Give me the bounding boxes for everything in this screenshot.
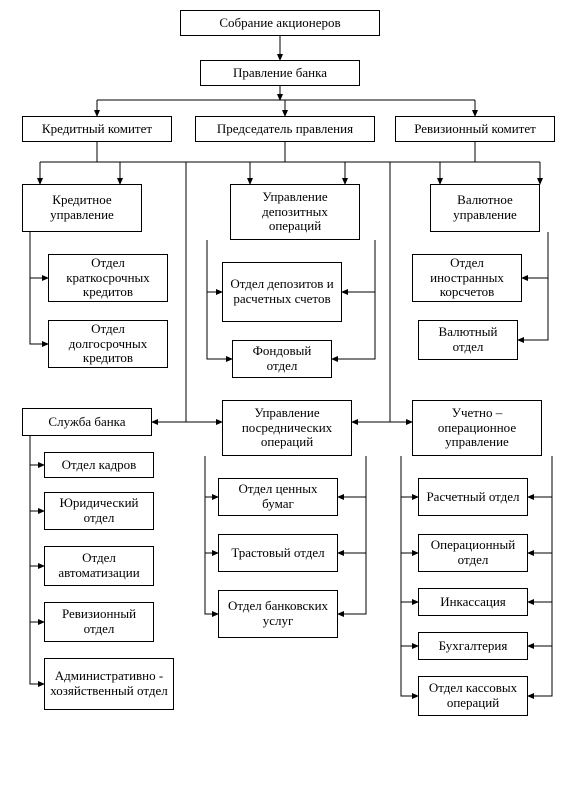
- node-label: Валютный отдел: [423, 325, 513, 355]
- node-label: Управление посреднических операций: [227, 406, 347, 451]
- org-chart: Собрание акционеров Правление банка Кредит…: [0, 0, 570, 800]
- node-n22: Административно - хозяйственный отдел: [44, 658, 174, 710]
- node-n7: Управление депозитных операций: [230, 184, 360, 240]
- node-label: Операционный отдел: [423, 538, 523, 568]
- node-n10: Отдел долгосрочных кредитов: [48, 320, 168, 368]
- node-label: Отдел кадров: [62, 458, 137, 473]
- node-label: Отдел долгосрочных кредитов: [53, 322, 163, 367]
- node-n15: Служба банка: [22, 408, 152, 436]
- node-n17: Учетно – операционное управление: [412, 400, 542, 456]
- node-label: Отдел ценных бумаг: [223, 482, 333, 512]
- node-n21: Ревизионный отдел: [44, 602, 154, 642]
- node-label: Отдел автоматизации: [49, 551, 149, 581]
- node-n4: Председатель правления: [195, 116, 375, 142]
- node-n27: Операционный отдел: [418, 534, 528, 572]
- node-n23: Отдел ценных бумаг: [218, 478, 338, 516]
- node-n5: Ревизионный комитет: [395, 116, 555, 142]
- node-n26: Расчетный отдел: [418, 478, 528, 516]
- node-n20: Отдел автоматизации: [44, 546, 154, 586]
- node-n24: Трастовый отдел: [218, 534, 338, 572]
- node-label: Собрание акционеров: [219, 16, 340, 31]
- node-n29: Бухгалтерия: [418, 632, 528, 660]
- node-label: Административно - хозяйственный отдел: [49, 669, 169, 699]
- node-label: Отдел депозитов и расчетных счетов: [227, 277, 337, 307]
- node-label: Отдел краткосрочных кредитов: [53, 256, 163, 301]
- node-n19: Юридический отдел: [44, 492, 154, 530]
- node-n14: Валютный отдел: [418, 320, 518, 360]
- node-label: Управление депозитных операций: [235, 190, 355, 235]
- node-label: Валютное управление: [435, 193, 535, 223]
- node-label: Кредитное управление: [27, 193, 137, 223]
- node-label: Ревизионный комитет: [414, 122, 536, 137]
- node-n9: Отдел краткосрочных кредитов: [48, 254, 168, 302]
- node-n28: Инкассация: [418, 588, 528, 616]
- node-n13: Отдел иностранных корсчетов: [412, 254, 522, 302]
- node-n16: Управление посреднических операций: [222, 400, 352, 456]
- node-label: Юридический отдел: [49, 496, 149, 526]
- node-n12: Фондовый отдел: [232, 340, 332, 378]
- node-label: Бухгалтерия: [439, 639, 508, 654]
- node-label: Отдел кассовых операций: [423, 681, 523, 711]
- node-label: Отдел банковских услуг: [223, 599, 333, 629]
- node-label: Правление банка: [233, 66, 327, 81]
- node-n11: Отдел депозитов и расчетных счетов: [222, 262, 342, 322]
- node-label: Учетно – операционное управление: [417, 406, 537, 451]
- node-label: Трастовый отдел: [231, 546, 324, 561]
- node-label: Ревизионный отдел: [49, 607, 149, 637]
- node-n3: Кредитный комитет: [22, 116, 172, 142]
- node-n1: Собрание акционеров: [180, 10, 380, 36]
- node-label: Отдел иностранных корсчетов: [417, 256, 517, 301]
- node-label: Расчетный отдел: [426, 490, 519, 505]
- node-label: Председатель правления: [217, 122, 353, 137]
- node-label: Фондовый отдел: [237, 344, 327, 374]
- node-n8: Валютное управление: [430, 184, 540, 232]
- node-n18: Отдел кадров: [44, 452, 154, 478]
- node-label: Служба банка: [48, 415, 125, 430]
- node-n30: Отдел кассовых операций: [418, 676, 528, 716]
- node-label: Инкассация: [440, 595, 506, 610]
- node-label: Кредитный комитет: [42, 122, 152, 137]
- node-n25: Отдел банковских услуг: [218, 590, 338, 638]
- node-n2: Правление банка: [200, 60, 360, 86]
- node-n6: Кредитное управление: [22, 184, 142, 232]
